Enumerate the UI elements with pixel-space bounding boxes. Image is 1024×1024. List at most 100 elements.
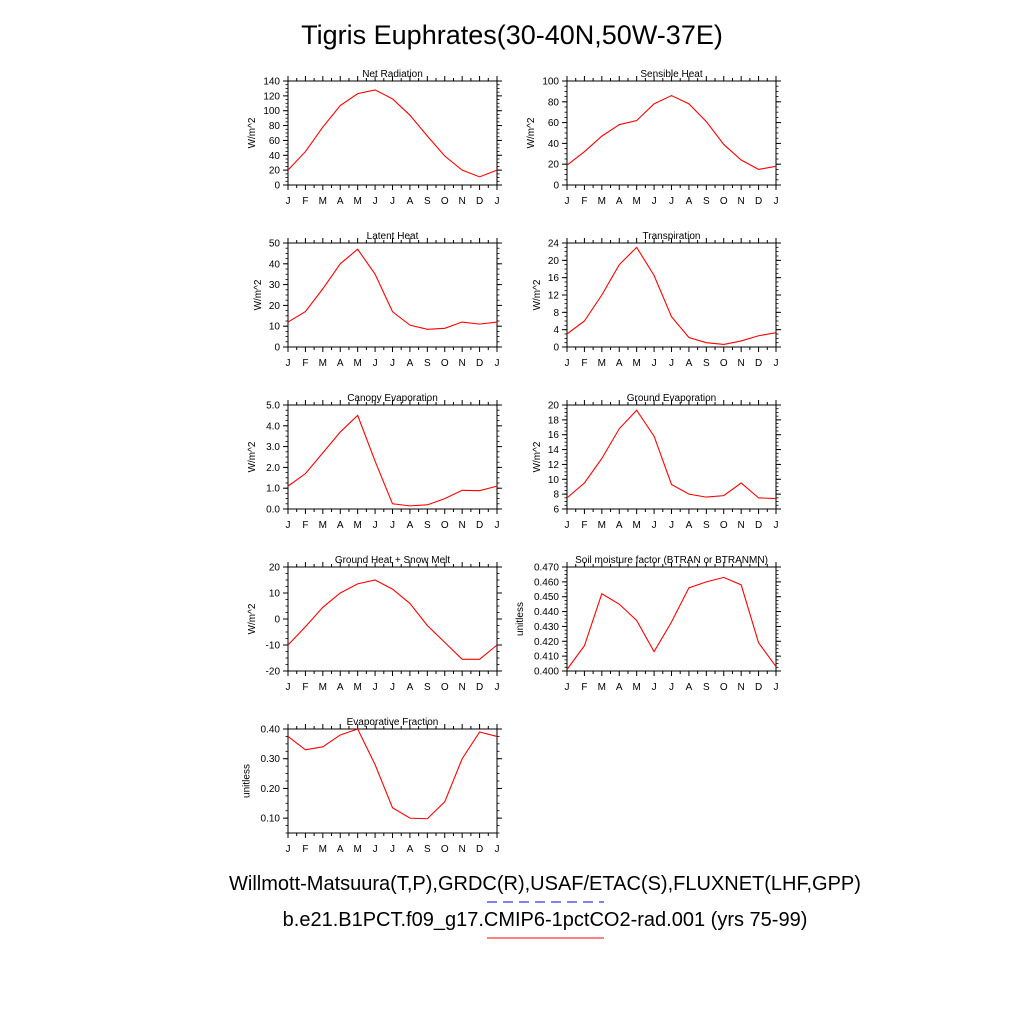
- y-tick-label: 40: [269, 151, 281, 162]
- x-tick-label: M: [632, 520, 640, 531]
- y-tick-label: -10: [266, 641, 281, 652]
- x-tick-label: S: [424, 358, 431, 369]
- x-tick-label: D: [755, 358, 762, 369]
- y-tick-label: 120: [263, 91, 280, 102]
- panel-title: Transpiration: [643, 231, 701, 242]
- y-tick-label: 20: [269, 166, 281, 177]
- x-tick-label: A: [616, 358, 623, 369]
- x-tick-label: J: [390, 358, 395, 369]
- series-line: [566, 94, 777, 170]
- y-tick-label: 30: [269, 280, 281, 291]
- y-tick-label: 20: [548, 256, 560, 267]
- x-tick-label: J: [495, 520, 500, 531]
- x-tick-label: M: [319, 520, 327, 531]
- y-tick-label: 0.20: [261, 784, 281, 795]
- series-line: [566, 246, 777, 345]
- x-tick-label: N: [738, 682, 745, 693]
- panel: Soil moisture factor (BTRAN or BTRANMN) J…: [515, 555, 781, 693]
- x-tick-label: F: [302, 520, 308, 531]
- x-tick-label: N: [459, 520, 466, 531]
- x-tick-label: J: [373, 358, 378, 369]
- panel-title: Latent Heat: [367, 231, 419, 242]
- y-tick-label: 24: [548, 239, 560, 250]
- x-tick-label: N: [738, 196, 745, 207]
- y-tick-label: 0.470: [534, 563, 559, 574]
- x-tick-label: J: [373, 844, 378, 855]
- y-tick-label: 10: [269, 589, 281, 600]
- x-tick-label: M: [353, 358, 361, 369]
- x-tick-label: M: [353, 844, 361, 855]
- y-tick-label: 12: [548, 291, 560, 302]
- y-tick-label: 12: [548, 460, 560, 471]
- x-tick-label: A: [407, 358, 414, 369]
- y-tick-label: 10: [548, 475, 560, 486]
- x-tick-label: O: [720, 196, 728, 207]
- x-tick-label: J: [495, 682, 500, 693]
- x-tick-label: J: [669, 358, 674, 369]
- y-tick-label: 0.460: [534, 577, 559, 588]
- y-tick-label: 0.40: [261, 725, 281, 736]
- x-tick-label: M: [632, 682, 640, 693]
- x-tick-label: D: [476, 196, 483, 207]
- x-tick-label: D: [755, 682, 762, 693]
- x-tick-label: A: [407, 844, 414, 855]
- y-tick-label: 20: [548, 160, 560, 171]
- y-tick-label: 0.10: [261, 814, 281, 825]
- x-tick-label: S: [703, 520, 710, 531]
- x-tick-label: D: [476, 844, 483, 855]
- x-tick-label: J: [565, 682, 570, 693]
- x-tick-label: J: [652, 520, 657, 531]
- x-tick-label: J: [565, 196, 570, 207]
- x-tick-label: A: [616, 682, 623, 693]
- x-tick-label: O: [720, 682, 728, 693]
- x-tick-label: N: [738, 358, 745, 369]
- y-axis-label: unitless: [242, 764, 253, 798]
- plot-frame: [287, 80, 498, 186]
- x-tick-label: A: [337, 682, 344, 693]
- x-tick-label: O: [441, 196, 449, 207]
- plot-frame: [287, 566, 498, 672]
- y-tick-label: 0: [553, 181, 559, 192]
- y-axis-label: unitless: [515, 602, 526, 636]
- y-tick-label: 0.440: [534, 607, 559, 618]
- x-tick-label: N: [459, 358, 466, 369]
- panel-title: Net Radiation: [362, 69, 423, 80]
- x-tick-label: J: [652, 358, 657, 369]
- x-tick-label: O: [720, 358, 728, 369]
- y-tick-label: 80: [548, 97, 560, 108]
- x-tick-label: M: [632, 358, 640, 369]
- plot-frame: [287, 728, 498, 834]
- x-tick-label: F: [581, 520, 587, 531]
- y-tick-label: 100: [542, 77, 559, 88]
- main-title: Tigris Euphrates(30-40N,50W-37E): [301, 20, 723, 50]
- x-tick-label: J: [495, 358, 500, 369]
- x-tick-label: M: [632, 196, 640, 207]
- plot-frame: [287, 242, 498, 348]
- x-tick-label: N: [459, 844, 466, 855]
- x-tick-label: A: [337, 520, 344, 531]
- y-axis-label: W/m^2: [526, 117, 537, 148]
- series-line: [287, 579, 498, 660]
- y-tick-label: 100: [263, 106, 280, 117]
- x-tick-label: J: [390, 682, 395, 693]
- y-tick-label: 8: [553, 308, 559, 319]
- y-tick-label: 16: [548, 430, 560, 441]
- x-tick-label: A: [407, 520, 414, 531]
- y-tick-label: 14: [548, 445, 560, 456]
- y-tick-label: 4.0: [266, 421, 280, 432]
- x-tick-label: A: [686, 358, 693, 369]
- plot-frame: [566, 566, 777, 672]
- x-tick-label: A: [686, 682, 693, 693]
- y-axis-label: W/m^2: [253, 279, 264, 310]
- x-tick-label: J: [669, 682, 674, 693]
- y-tick-label: 0.0: [266, 505, 280, 516]
- x-tick-label: A: [407, 682, 414, 693]
- y-tick-label: 140: [263, 77, 280, 88]
- x-tick-label: J: [495, 196, 500, 207]
